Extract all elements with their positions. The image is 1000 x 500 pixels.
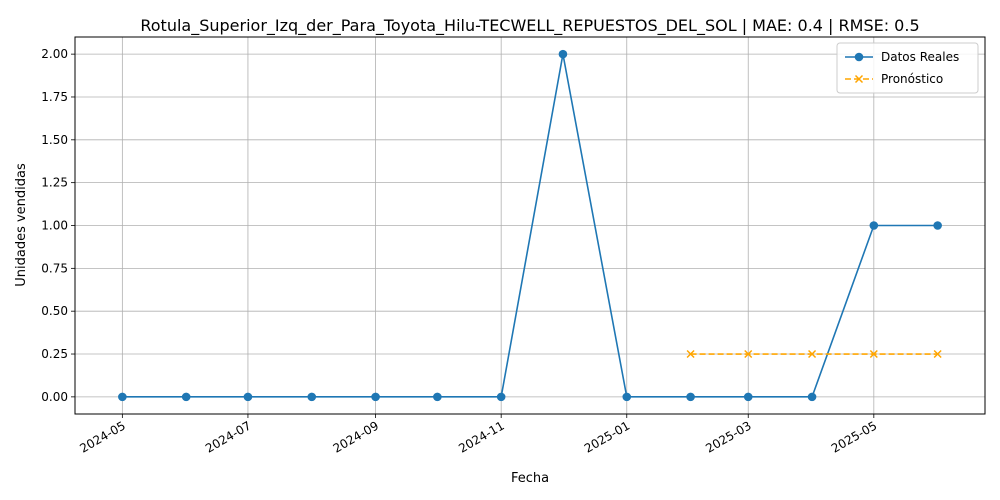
x-tick-label: 2025-03 (703, 418, 753, 455)
data-point (869, 349, 878, 359)
data-point (807, 392, 817, 402)
data-point (686, 349, 695, 359)
x-tick-label: 2024-09 (331, 418, 381, 455)
x-tick-label: 2024-05 (77, 418, 127, 455)
data-point (558, 49, 568, 59)
legend-box (836, 42, 979, 94)
data-point (371, 392, 380, 402)
data-point (869, 221, 879, 230)
x-tick-label: 2025-01 (582, 418, 632, 455)
x-tick-label: 2025-05 (829, 418, 879, 455)
data-point (496, 392, 506, 402)
data-point (622, 392, 632, 402)
y-tick-label: 0.25 (41, 347, 68, 361)
y-tick-label: 0.50 (41, 304, 68, 318)
data-point (118, 392, 127, 402)
y-tick-label: 0.00 (41, 390, 68, 404)
y-tick-label: 1.25 (41, 176, 68, 190)
y-tick-label: 1.75 (41, 90, 68, 104)
data-point (743, 392, 753, 402)
y-axis-label: Unidades vendidas (14, 163, 29, 287)
chart-title: Rotula_Superior_Izq_der_Para_Toyota_Hilu… (140, 16, 919, 36)
legend-marker-2 (854, 74, 864, 84)
data-point (181, 392, 191, 402)
legend-marker-1 (854, 52, 864, 62)
series-line-1 (122, 53, 938, 398)
legend-label: Pronóstico (881, 72, 943, 86)
x-tick-label: 2024-11 (456, 418, 506, 455)
x-tick-label: 2024-07 (203, 418, 253, 455)
data-point (307, 392, 317, 402)
legend: Datos Reales Pronóstico (836, 42, 979, 94)
grid (75, 37, 985, 414)
data-point (808, 349, 817, 359)
data-point (686, 392, 695, 402)
data-point (433, 392, 442, 402)
y-tick-label: 0.75 (41, 261, 68, 275)
series-layer (118, 49, 942, 402)
y-tick-label: 1.50 (41, 133, 68, 147)
x-axis-label: Fecha (511, 471, 549, 486)
y-tick-label: 1.00 (41, 219, 68, 233)
data-point (933, 349, 942, 359)
data-point (243, 392, 253, 402)
y-tick-label: 2.00 (41, 47, 68, 61)
legend-label: Datos Reales (881, 50, 959, 64)
ticks: 0.00 0.25 0.50 0.75 1.00 1.25 1.50 1.75 2.00 2024… (41, 47, 879, 456)
data-point (933, 221, 942, 230)
data-point (744, 349, 753, 359)
